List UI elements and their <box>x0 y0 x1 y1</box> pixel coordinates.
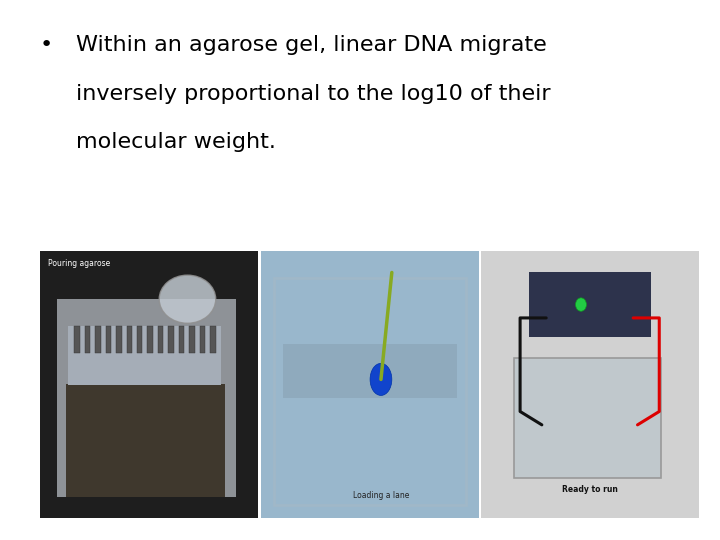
Bar <box>116 326 122 353</box>
Bar <box>210 326 215 353</box>
Bar <box>148 326 153 353</box>
Text: Loading a lane: Loading a lane <box>353 491 409 500</box>
Bar <box>137 326 143 353</box>
Bar <box>85 326 90 353</box>
Text: •: • <box>40 35 53 55</box>
Text: Ready to run: Ready to run <box>562 485 618 494</box>
Text: molecular weight.: molecular weight. <box>76 132 276 152</box>
FancyBboxPatch shape <box>513 358 662 478</box>
Bar <box>74 326 80 353</box>
Bar <box>199 326 205 353</box>
Text: inversely proportional to the log10 of their: inversely proportional to the log10 of t… <box>76 84 550 104</box>
Ellipse shape <box>370 363 392 395</box>
Ellipse shape <box>159 275 216 323</box>
Circle shape <box>575 298 586 311</box>
Bar <box>106 326 111 353</box>
Bar <box>127 326 132 353</box>
Bar <box>95 326 101 353</box>
Text: Pouring agarose: Pouring agarose <box>48 259 111 268</box>
Bar <box>189 326 194 353</box>
Bar <box>168 326 174 353</box>
Bar <box>179 326 184 353</box>
Text: Within an agarose gel, linear DNA migrate: Within an agarose gel, linear DNA migrat… <box>76 35 546 55</box>
Bar <box>158 326 163 353</box>
